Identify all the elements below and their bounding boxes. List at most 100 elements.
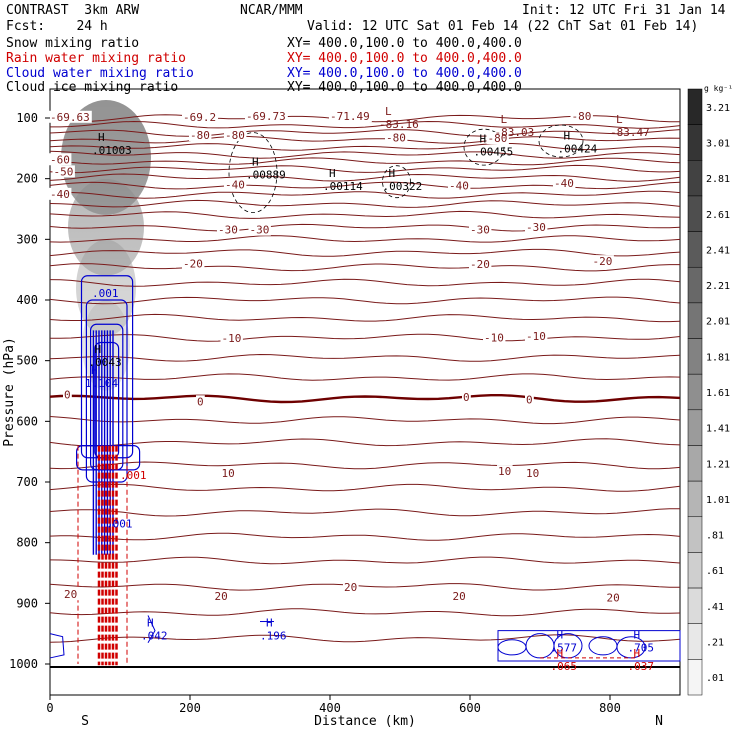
colorbar-swatch <box>687 231 703 268</box>
isotherm-label: -30 <box>470 224 490 237</box>
colorbar-swatch <box>687 409 703 446</box>
x-tick-label: 600 <box>459 701 481 715</box>
isotherm-label: 0 <box>197 395 204 408</box>
temperature-isotherms <box>49 114 681 669</box>
snow-contour <box>228 132 278 214</box>
y-tick-label: 300 <box>16 232 38 246</box>
isotherm-label: -30 <box>526 221 546 234</box>
extremum-value: .577 <box>551 642 578 655</box>
colorbar-label: 1.41 <box>706 424 730 435</box>
colorbar-label: 2.61 <box>706 210 730 221</box>
isotherm-label: -40 <box>225 179 245 192</box>
isotherm-label-bg <box>451 590 468 603</box>
isotherm-label-bg <box>182 110 218 123</box>
isotherm-label: -10 <box>222 332 242 345</box>
isotherm-label: 20 <box>344 581 357 594</box>
isotherm-label-bg <box>49 110 92 123</box>
y-tick-label: 600 <box>16 414 38 428</box>
colorbar-swatch <box>687 552 703 589</box>
extremum-value: 1.104 <box>85 377 118 390</box>
extremum-value: .037 <box>628 660 655 673</box>
snow-contour <box>538 124 584 158</box>
colorbar-swatch <box>687 373 703 411</box>
colorbar-label: 1.21 <box>706 459 730 470</box>
extremum-marker: L <box>501 113 508 126</box>
colorbar-label: 1.01 <box>706 495 730 506</box>
isotherm-line <box>49 199 681 208</box>
isotherm-line <box>49 173 681 182</box>
isotherm-line <box>49 532 681 541</box>
y-tick-label: 200 <box>16 172 38 186</box>
extremum-marker: H <box>634 629 641 642</box>
isotherm-label: 0 <box>64 389 71 402</box>
isotherm-label: -69.73 <box>246 110 286 123</box>
isotherm-label: -30 <box>250 224 270 237</box>
isotherm-line <box>49 248 681 257</box>
colorbar-unit: g kg⁻¹ <box>704 84 733 93</box>
isotherm-line <box>49 235 681 243</box>
isotherm-label-bg <box>553 176 576 189</box>
snow-field-xy: XY= 400.0,100.0 to 400.0,400.0 <box>287 36 522 51</box>
extremum-value: .042 <box>141 629 168 642</box>
colorbar-swatch <box>687 516 703 553</box>
isotherm-label: -80 <box>572 110 592 123</box>
extremum-value: -83.03 <box>495 126 535 139</box>
isotherm-label-bg <box>448 179 471 192</box>
isotherm-label: -69.63 <box>50 111 90 124</box>
y-tick-label: 400 <box>16 293 38 307</box>
isotherm-line <box>49 157 681 166</box>
cloud-water-contour <box>588 636 618 656</box>
cloud-water-contour <box>49 633 65 659</box>
isotherm-line <box>49 313 681 323</box>
isotherm-label-bg <box>385 131 408 144</box>
isotherm-line <box>49 142 681 151</box>
isotherm-label-bg <box>525 329 548 342</box>
extremum-marker: H <box>557 629 564 642</box>
isotherm-label-bg <box>462 391 471 404</box>
colorbar: 3.21 3.01 2.81 2.61 2.41 2.21 2.01 1.81 1.61 1.41… <box>687 84 733 696</box>
extremum-value: -83.47 <box>610 126 650 139</box>
extremum-value: .00424 <box>558 142 598 155</box>
isotherm-label-bg <box>220 332 243 345</box>
isotherm-line <box>49 164 681 174</box>
isotherm-line <box>49 135 681 144</box>
isotherm-line <box>49 461 681 470</box>
cloud-water-contour <box>147 615 156 644</box>
extremum-marker: H <box>480 132 487 145</box>
extremum-marker: L <box>385 105 392 118</box>
colorbar-label: 3.01 <box>706 138 730 149</box>
isotherm-label: 20 <box>64 588 77 601</box>
colorbar-label: 2.21 <box>706 281 730 292</box>
isotherm-label: -60 <box>50 153 70 166</box>
cloud-water-contour <box>497 639 527 656</box>
contour-label: .001 <box>92 287 119 300</box>
extremum-marker: H <box>634 647 641 660</box>
colorbar-label: 1.81 <box>706 352 730 363</box>
x-end-label-south: S <box>81 714 89 729</box>
y-tick-label: 500 <box>16 354 38 368</box>
y-tick-label: 700 <box>16 475 38 489</box>
isotherm-label-bg <box>49 187 72 200</box>
isotherm-label-bg <box>220 466 237 479</box>
colorbar-swatch <box>687 160 703 197</box>
isotherm-line <box>49 508 681 517</box>
snow-field-name: Snow mixing ratio <box>6 36 140 51</box>
cloud-ice-field-xy: XY= 400.0,100.0 to 400.0,400.0 <box>287 80 522 95</box>
isotherm-label-bg <box>63 388 72 401</box>
isotherm-label: -80 <box>386 131 406 144</box>
snow-contour <box>463 128 505 166</box>
colorbar-label: .81 <box>706 531 724 542</box>
x-tick-label: 800 <box>599 701 621 715</box>
contour-label: .001 <box>120 469 147 482</box>
extremum-value: .00322 <box>383 180 423 193</box>
extremum-value: .00455 <box>474 145 514 158</box>
x-tick-label: 400 <box>319 701 341 715</box>
colorbar-label: 2.81 <box>706 174 730 185</box>
extremum-marker: H <box>564 129 571 142</box>
isotherm-label-bg <box>245 110 288 123</box>
isotherm-label-bg <box>217 223 240 236</box>
colorbar-swatch <box>687 338 703 375</box>
extremum-value: .065 <box>551 660 578 673</box>
isotherm-label-bg <box>497 465 513 478</box>
isotherm-line <box>49 129 681 137</box>
